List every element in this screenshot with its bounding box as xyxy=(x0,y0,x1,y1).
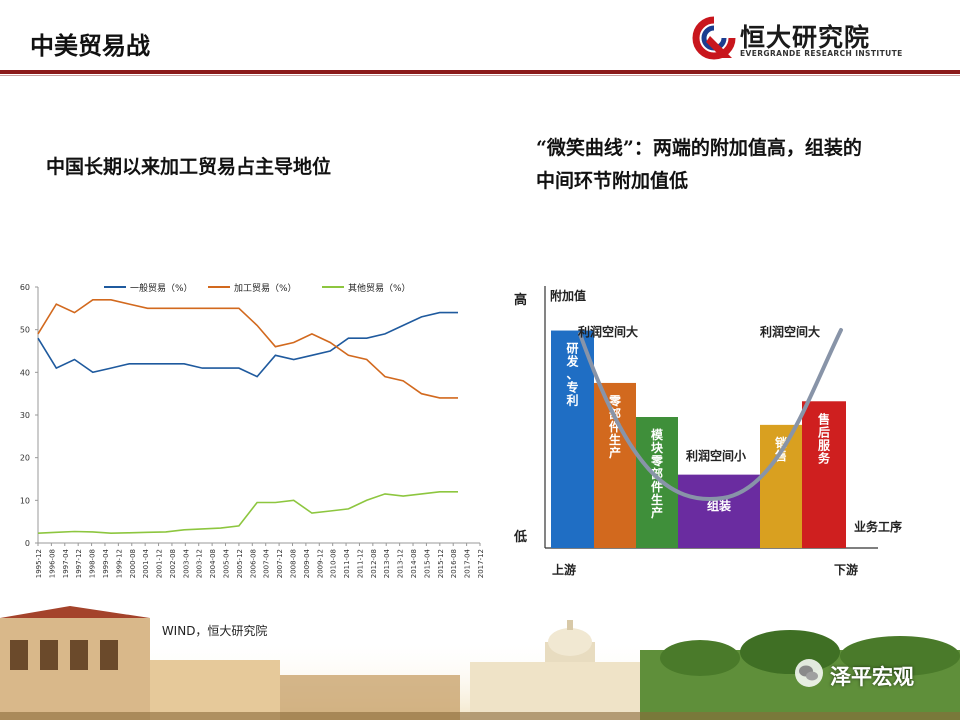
smile-curve-line xyxy=(578,328,843,501)
legend-label-3: 其他贸易（%） xyxy=(348,282,411,294)
bar-label-6: 售后服务 xyxy=(818,411,831,465)
x-tick-label: 2009-04 xyxy=(303,548,311,578)
logo: 恒大研究院 EVERGRANDE RESEARCH INSTITUTE xyxy=(692,16,902,62)
bar-3 xyxy=(636,417,678,548)
page-title: 中美贸易战 xyxy=(30,32,150,60)
x-tick-label: 1999-04 xyxy=(102,548,110,578)
y-tick-label: 40 xyxy=(20,368,30,377)
x-tick-label: 2009-12 xyxy=(316,549,324,578)
x-tick-label: 1997-04 xyxy=(62,548,70,578)
y-tick-label: 30 xyxy=(20,411,30,420)
header-divider-thin xyxy=(0,75,960,76)
watermark: 泽平宏观 xyxy=(794,658,944,694)
bar-2 xyxy=(594,382,636,548)
x-tick-label: 1996-08 xyxy=(48,549,56,578)
x-tick-label: 2010-08 xyxy=(330,549,338,578)
x-tick-label: 1999-12 xyxy=(115,549,123,578)
y-low-label: 低 xyxy=(513,529,527,545)
legend-label-1: 一般贸易（%） xyxy=(130,282,193,294)
trade-share-line-chart: 0 10 20 30 40 50 60 1995-12 1996-08 1997-04 1997-1… xyxy=(20,282,485,578)
x-tick-label: 2001-12 xyxy=(156,549,164,578)
x-tick-label: 2007-04 xyxy=(263,548,271,578)
x-tick-label: 2016-08 xyxy=(450,549,458,578)
x-tick-label: 1998-08 xyxy=(89,549,97,578)
x-tick-label: 2017-04 xyxy=(464,548,472,578)
right-caption-line1: “微笑曲线”：两端的附加值高，组装的 xyxy=(536,137,862,159)
x-axis-title: 业务工序 xyxy=(854,519,902,534)
x-tick-label: 2013-12 xyxy=(397,549,405,578)
legend-label-2: 加工贸易（%） xyxy=(234,282,297,294)
evergrande-logo-icon xyxy=(692,16,736,60)
series-line-2 xyxy=(37,299,458,399)
bar-label-4: 组装 xyxy=(707,498,731,513)
x-tick-label: 2015-12 xyxy=(437,549,445,578)
smile-curve-chart: 高附加值低业务工序上游 下游研发、专利 零部件生产模块零部件生产 组装销售售后服务利润… xyxy=(513,286,902,577)
right-caption: “微笑曲线”：两端的附加值高，组装的 中间环节附加值低 xyxy=(536,132,936,198)
y-axis-title: 附加值 xyxy=(550,288,586,303)
wechat-icon xyxy=(795,659,823,687)
x-tick-label: 2006-08 xyxy=(249,549,257,578)
x-tick-label: 1997-12 xyxy=(75,549,83,578)
y-tick-label: 60 xyxy=(20,283,30,292)
x-tick-label: 2013-04 xyxy=(383,548,391,578)
bar-label-1: 研发、专利 xyxy=(565,342,579,408)
logo-text-en: EVERGRANDE RESEARCH INSTITUTE xyxy=(740,49,903,58)
series-line-1 xyxy=(37,311,458,378)
bar-5 xyxy=(760,424,802,548)
y-tick-label: 20 xyxy=(20,454,30,463)
x-tick-label: 2008-08 xyxy=(289,549,297,578)
x-tick-label: 2014-08 xyxy=(410,549,418,578)
x-tick-label: 2015-04 xyxy=(423,548,431,578)
right-caption-line2: 中间环节附加值低 xyxy=(536,170,689,192)
left-caption: 中国长期以来加工贸易占主导地位 xyxy=(46,156,332,178)
x-tick-label: 2005-04 xyxy=(223,548,231,578)
x-tick-label: 2001-04 xyxy=(142,548,150,578)
x-tick-label: 2003-12 xyxy=(196,549,204,578)
curve-left-label: 利润空间大 xyxy=(578,324,638,339)
x-tick-label: 2002-08 xyxy=(169,549,177,578)
x-end-label: 下游 xyxy=(834,562,858,577)
x-tick-label: 2005-12 xyxy=(236,549,244,578)
bar-1 xyxy=(551,330,594,548)
series-line-3 xyxy=(37,491,458,535)
x-start-label: 上游 xyxy=(552,562,576,577)
x-tick-label: 2000-08 xyxy=(129,549,137,578)
y-tick-label: 10 xyxy=(20,496,30,505)
x-tick-label: 2007-12 xyxy=(276,549,284,578)
curve-bottom-label: 利润空间小 xyxy=(686,448,746,463)
x-tick-label: 1995-12 xyxy=(35,549,43,578)
y-tick-label: 50 xyxy=(20,326,30,335)
x-tick-label: 2012-08 xyxy=(370,549,378,578)
x-tick-label: 2011-12 xyxy=(356,549,364,578)
logo-text-cn: 恒大研究院 xyxy=(740,23,871,52)
x-tick-label: 2017-12 xyxy=(477,549,485,578)
x-tick-label: 2003-04 xyxy=(182,548,190,578)
header-divider xyxy=(0,70,960,74)
y-high-label: 高 xyxy=(514,292,527,308)
x-tick-label: 2011-04 xyxy=(343,548,351,578)
watermark-text: 泽平宏观 xyxy=(830,665,914,689)
bar-6 xyxy=(802,401,846,548)
curve-right-label: 利润空间大 xyxy=(760,324,820,339)
x-tick-label: 2004-08 xyxy=(209,549,217,578)
y-tick-label: 0 xyxy=(25,539,30,548)
